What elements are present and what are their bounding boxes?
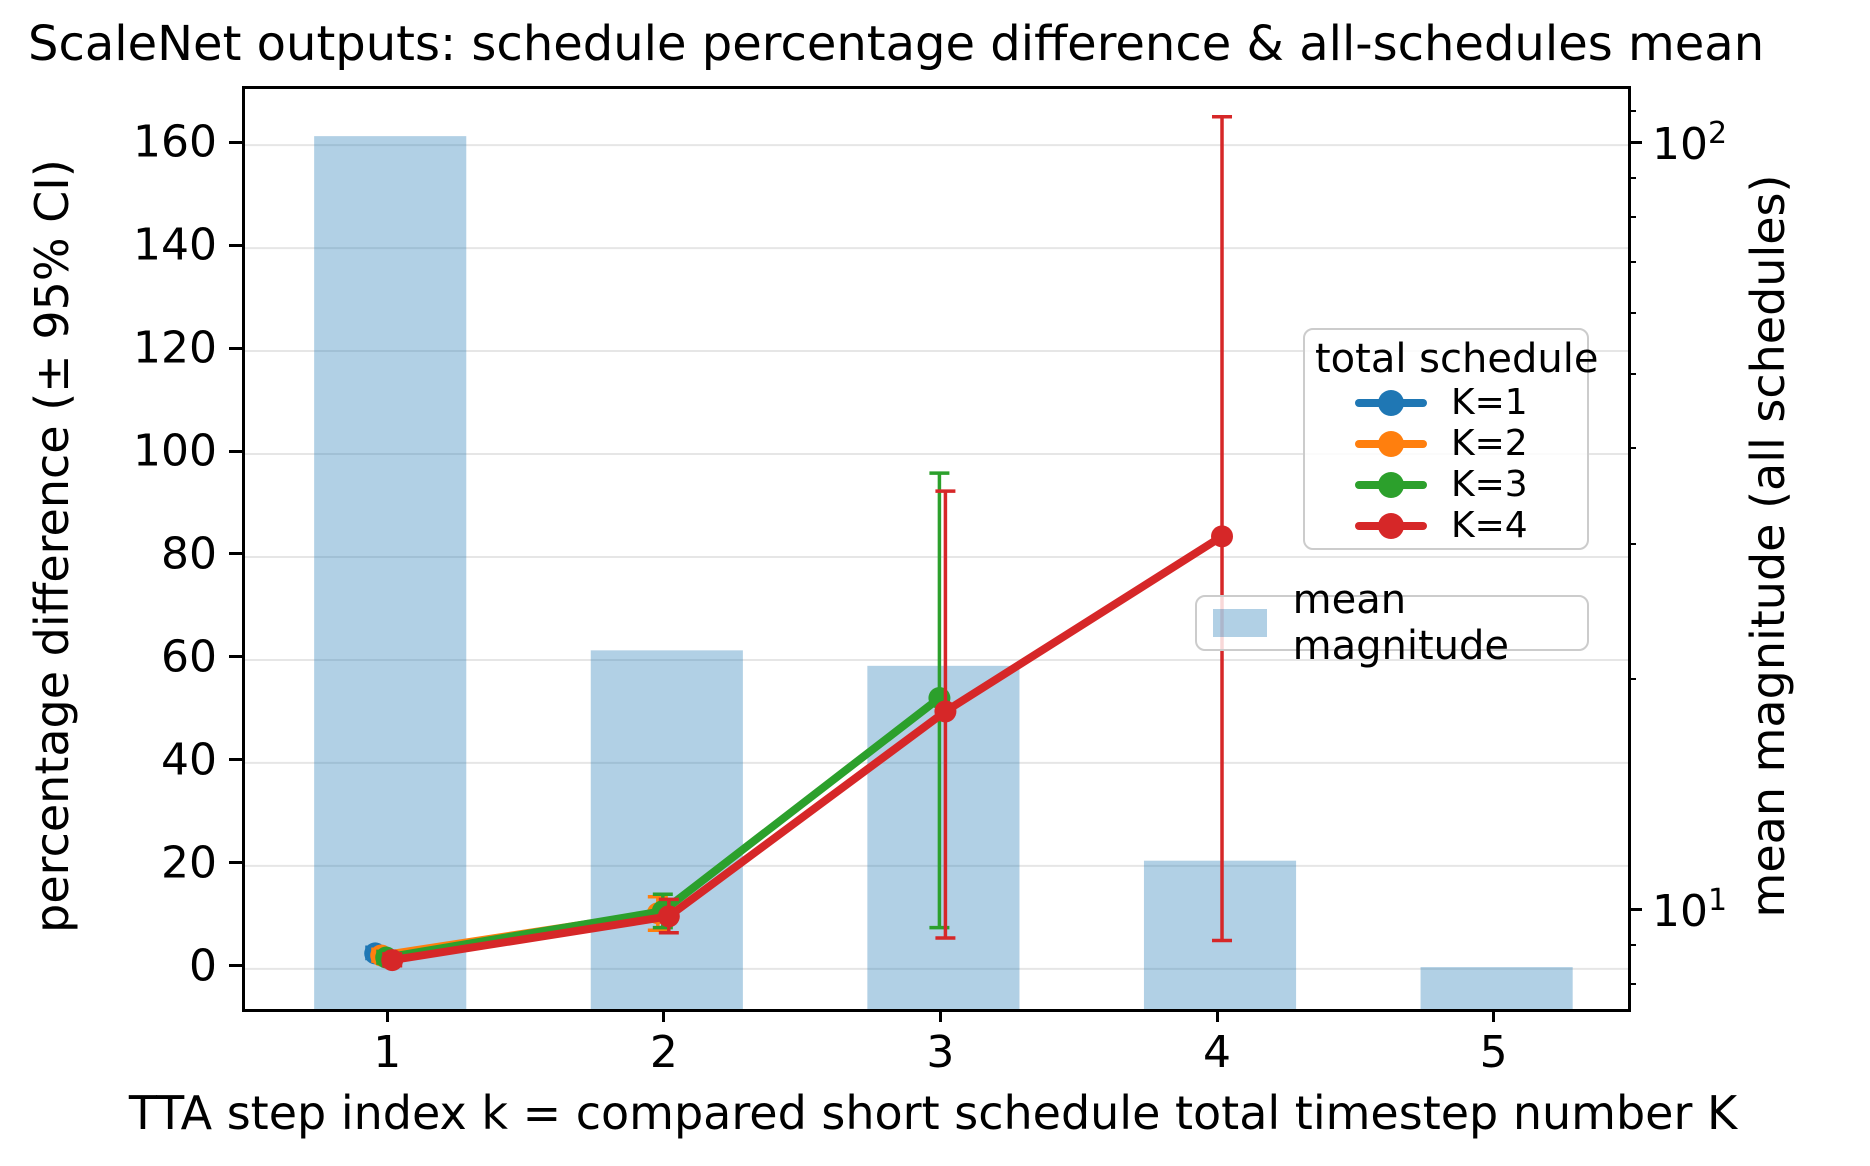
legend-marker-dot (1378, 430, 1404, 457)
bottom-tick-mark (938, 1009, 942, 1022)
legend-line-sample (1355, 389, 1427, 416)
left-tick-label: 20 (161, 837, 217, 889)
right-minor-tick-mark (1628, 372, 1636, 375)
legend-entry-label: K=2 (1451, 423, 1528, 464)
legend-entry-K=2: K=2 (1315, 423, 1577, 464)
right-major-tick-mark (1628, 908, 1642, 912)
legend-total-schedule: total schedule K=1 K=2 K=3 K=4 (1303, 328, 1599, 550)
mean-magnitude-swatch (1213, 609, 1267, 637)
bottom-tick-mark (1492, 1009, 1496, 1022)
series-marker (1211, 525, 1234, 548)
left-tick-label: 0 (189, 940, 217, 992)
right-minor-tick-mark (1628, 447, 1636, 450)
left-tick-mark (229, 346, 242, 350)
left-tick-label: 60 (161, 631, 217, 683)
bottom-tick-mark (1215, 1009, 1219, 1022)
legend-entry-label: K=3 (1451, 464, 1528, 505)
right-minor-tick-mark (1628, 983, 1636, 986)
legend-entry-K=4: K=4 (1315, 505, 1577, 546)
bar-mean-magnitude (590, 650, 743, 1009)
left-tick-label: 100 (133, 425, 217, 477)
legend-marker-dot (1378, 512, 1404, 539)
x-tick-label: 2 (649, 1027, 678, 1078)
left-tick-mark (229, 758, 242, 762)
right-minor-tick-mark (1628, 312, 1636, 315)
right-tick-label: 101 (1652, 883, 1728, 937)
left-tick-mark (229, 861, 242, 865)
left-tick-mark (229, 964, 242, 968)
series-marker (657, 905, 680, 928)
right-minor-tick-mark (1628, 678, 1636, 681)
legend-line-sample (1355, 512, 1427, 539)
right-major-tick-mark (1628, 141, 1642, 145)
series-marker (381, 949, 404, 972)
right-minor-tick-mark (1628, 944, 1636, 947)
chart-title: ScaleNet outputs: schedule percentage di… (28, 16, 1765, 72)
x-tick-label: 5 (1479, 1027, 1508, 1078)
legend-entry-label: K=4 (1451, 505, 1528, 546)
left-tick-mark (229, 655, 242, 659)
right-minor-tick-mark (1628, 110, 1636, 113)
legend-entry-K=3: K=3 (1315, 464, 1577, 505)
bar-mean-magnitude (1420, 967, 1573, 1009)
bar-mean-magnitude (314, 136, 467, 1009)
left-tick-label: 120 (133, 322, 217, 374)
bottom-tick-mark (662, 1009, 666, 1022)
chart-canvas (245, 115, 1628, 1009)
legend-mean-magnitude-label: mean magnitude (1292, 577, 1510, 669)
legend-entry-K=1: K=1 (1315, 382, 1577, 423)
right-minor-tick-mark (1628, 543, 1636, 546)
left-tick-mark (229, 449, 242, 453)
left-tick-label: 40 (161, 734, 217, 786)
right-tick-label: 102 (1652, 116, 1728, 170)
right-minor-tick-mark (1628, 177, 1636, 180)
left-tick-label: 160 (133, 116, 217, 168)
x-tick-label: 1 (373, 1027, 402, 1078)
legend-line-sample (1355, 430, 1427, 457)
left-tick-mark (229, 552, 242, 556)
left-tick-mark (229, 140, 242, 144)
legend-mean-magnitude: mean magnitude (1195, 577, 1589, 669)
left-tick-label: 80 (161, 528, 217, 580)
bottom-tick-mark (385, 1009, 389, 1022)
legend-entry-label: K=1 (1451, 382, 1528, 423)
series-K=4 (381, 115, 1234, 972)
series-marker (934, 700, 957, 723)
left-tick-mark (229, 243, 242, 247)
bar-mean-magnitude (1143, 860, 1297, 1009)
x-tick-label: 4 (1203, 1027, 1231, 1078)
x-tick-label: 3 (926, 1027, 955, 1078)
left-tick-label: 140 (133, 219, 217, 271)
right-minor-tick-mark (1628, 260, 1636, 263)
series-line (388, 532, 1227, 965)
legend-title: total schedule (1315, 336, 1599, 382)
legend-marker-dot (1378, 471, 1404, 498)
bar-mean-magnitude (867, 665, 1020, 1009)
right-minor-tick-mark (1628, 216, 1636, 219)
legend-line-sample (1355, 471, 1427, 498)
legend-marker-dot (1378, 389, 1404, 416)
